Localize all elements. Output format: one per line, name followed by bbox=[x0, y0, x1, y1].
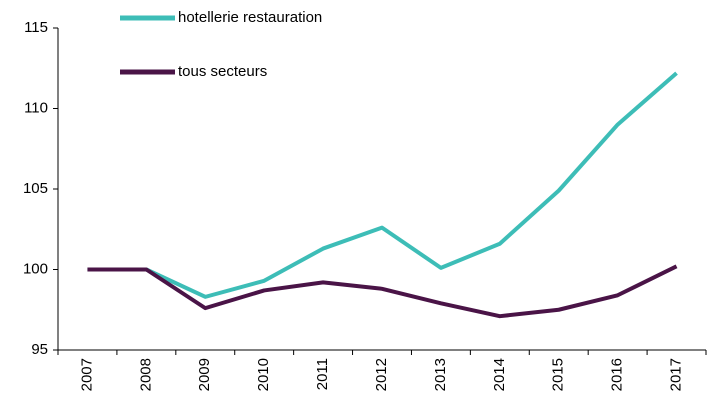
y-tick-label: 105 bbox=[23, 180, 48, 197]
x-tick-label: 2009 bbox=[196, 358, 213, 391]
x-tick-label: 2017 bbox=[668, 358, 685, 391]
x-tick-label: 2010 bbox=[255, 358, 272, 391]
x-tick-label: 2016 bbox=[609, 358, 626, 391]
x-tick-label: 2015 bbox=[550, 358, 567, 391]
x-tick-label: 2008 bbox=[137, 358, 154, 391]
series-line bbox=[87, 71, 678, 299]
legend-label: tous secteurs bbox=[178, 63, 267, 80]
y-tick-label: 95 bbox=[31, 341, 48, 358]
y-tick-label: 110 bbox=[24, 99, 48, 116]
x-tick-label: 2013 bbox=[432, 358, 449, 391]
series-line bbox=[87, 264, 678, 319]
y-tick-label: 100 bbox=[23, 260, 48, 277]
x-tick-label: 2011 bbox=[314, 358, 331, 390]
legend-label: hotellerie restauration bbox=[178, 9, 322, 26]
x-tick-label: 2012 bbox=[373, 358, 390, 391]
x-tick-label: 2014 bbox=[491, 358, 508, 391]
y-tick-label: 115 bbox=[24, 19, 48, 36]
x-tick-label: 2007 bbox=[78, 358, 95, 391]
